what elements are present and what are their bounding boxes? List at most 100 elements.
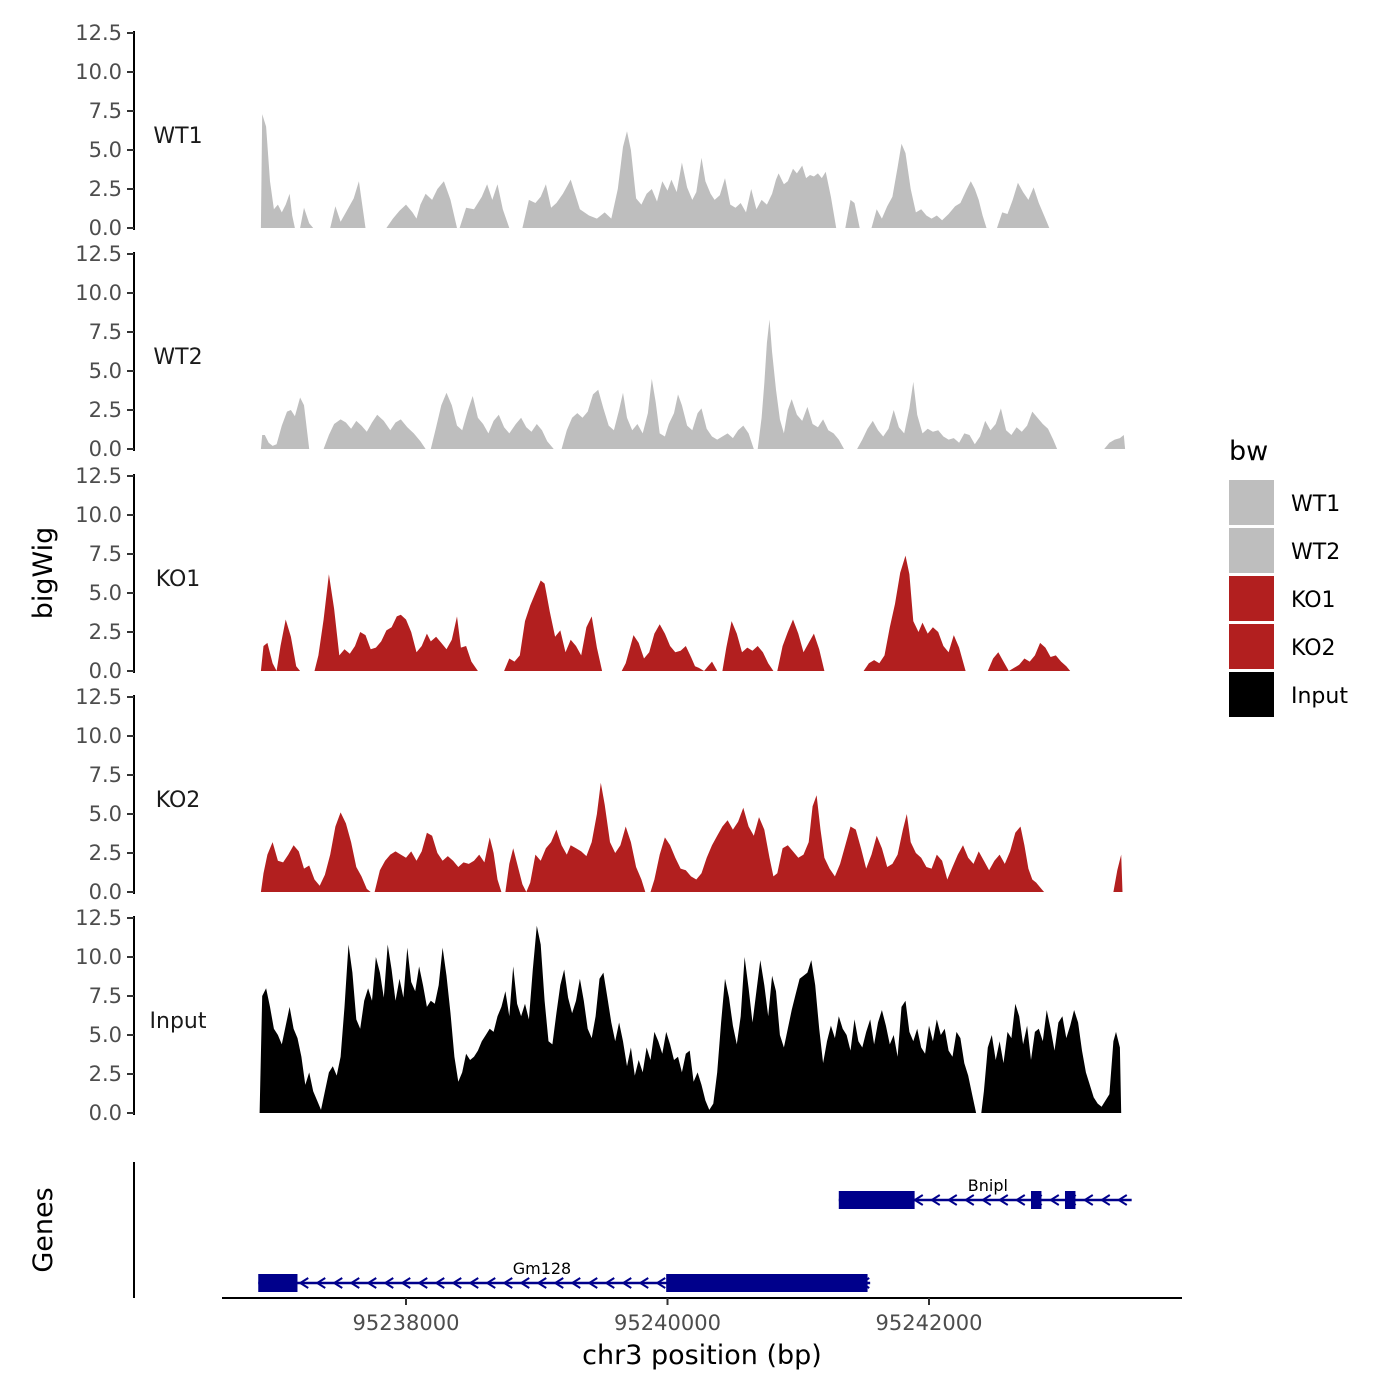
legend-label: WT2: [1291, 540, 1340, 565]
legend-item-ko2: KO2: [1229, 624, 1336, 669]
legend-item-wt1: WT1: [1229, 480, 1340, 525]
y-tick-label: 7.5: [89, 99, 122, 123]
y-tick-label: 10.0: [75, 281, 122, 305]
strand-arrow: [468, 1277, 479, 1289]
strand-arrow: [997, 1194, 1009, 1206]
strand-arrow: [1048, 1194, 1060, 1206]
strand-arrow: [963, 1194, 975, 1206]
x-tick-label: 95242000: [876, 1311, 983, 1335]
y-tick-label: 0.0: [89, 216, 122, 240]
y-tick-label: 7.5: [89, 984, 122, 1008]
strand-arrow: [980, 1194, 992, 1206]
coverage-area-ko1: [260, 555, 1071, 671]
strand-arrow: [536, 1277, 547, 1289]
x-tick-label: 95240000: [614, 1311, 721, 1335]
y-tick-label: 0.0: [89, 659, 122, 683]
exon: [1064, 1191, 1076, 1209]
legend-label: KO1: [1291, 588, 1336, 613]
strand-arrow: [946, 1194, 958, 1206]
track-label: KO2: [156, 788, 201, 813]
y-tick-label: 12.5: [75, 906, 122, 930]
strand-arrow: [929, 1194, 941, 1206]
y-tick-label: 10.0: [75, 503, 122, 527]
legend-label: KO2: [1291, 636, 1336, 661]
track-wt2: 0.0 2.5 5.0 7.5 10.0 12.5 WT2: [75, 242, 1126, 461]
gene-models: Bnipl Gm128: [258, 1176, 1132, 1292]
bigwig-tracks: 0.0 2.5 5.0 7.5 10.0 12.5 WT1 0.0 2.5 5.0 7.5 10.0 1…: [75, 21, 1126, 1125]
x-ticks: 95238000 95240000 95242000: [353, 1298, 983, 1335]
coverage-area-wt2: [260, 319, 1126, 449]
gene-bnipl: Bnipl: [838, 1176, 1132, 1209]
legend-item-input: Input: [1229, 672, 1348, 717]
y-axis-title: bigWig: [28, 527, 59, 620]
exon: [1030, 1191, 1042, 1209]
genes-panel: Bnipl Gm128: [133, 1162, 1132, 1298]
strand-arrow: [1014, 1194, 1026, 1206]
y-tick-label: 2.5: [89, 1062, 122, 1086]
genes-axis-title: Genes: [28, 1187, 59, 1272]
exon: [838, 1191, 915, 1209]
y-tick-label: 7.5: [89, 542, 122, 566]
y-tick-label: 12.5: [75, 464, 122, 488]
y-tick-label: 5.0: [89, 359, 122, 383]
strand-arrow: [485, 1277, 496, 1289]
y-tick-label: 0.0: [89, 437, 122, 461]
strand-arrow: [604, 1277, 615, 1289]
legend-swatch: [1229, 672, 1274, 717]
y-tick-label: 2.5: [89, 177, 122, 201]
y-tick-label: 0.0: [89, 1101, 122, 1125]
y-tick-label: 5.0: [89, 1023, 122, 1047]
y-tick-label: 12.5: [75, 21, 122, 45]
strand-arrow: [315, 1277, 326, 1289]
strand-arrow: [1082, 1194, 1094, 1206]
coverage-area-input: [259, 925, 1122, 1113]
track-input: 0.0 2.5 5.0 7.5 10.0 12.5 Input: [75, 906, 1122, 1125]
strand-arrow: [349, 1277, 360, 1289]
y-tick-label: 10.0: [75, 945, 122, 969]
coverage-area-wt1: [260, 114, 1050, 228]
legend-item-ko1: KO1: [1229, 576, 1336, 621]
strand-arrow: [1099, 1194, 1111, 1206]
strand-arrow: [655, 1277, 666, 1289]
track-ko1: 0.0 2.5 5.0 7.5 10.0 12.5 KO1: [75, 464, 1071, 683]
legend-swatch: [1229, 624, 1274, 669]
legend-item-wt2: WT2: [1229, 528, 1340, 573]
exon: [666, 1274, 868, 1292]
strand-arrow: [417, 1277, 428, 1289]
strand-arrow: [570, 1277, 581, 1289]
strand-arrow: [366, 1277, 377, 1289]
strand-arrow: [434, 1277, 445, 1289]
y-tick-label: 0.0: [89, 880, 122, 904]
legend-label: Input: [1291, 684, 1348, 709]
y-tick-label: 7.5: [89, 320, 122, 344]
legend-swatch: [1229, 528, 1274, 573]
legend-label: WT1: [1291, 492, 1340, 517]
strand-arrow: [298, 1277, 309, 1289]
strand-arrow: [383, 1277, 394, 1289]
exon: [258, 1274, 298, 1292]
strand-arrow: [451, 1277, 462, 1289]
strand-arrow: [400, 1277, 411, 1289]
track-label: WT2: [153, 345, 202, 370]
strand-arrow: [1116, 1194, 1128, 1206]
strand-arrow: [519, 1277, 530, 1289]
legend-items: WT1 WT2 KO1 KO2 Input: [1229, 480, 1348, 717]
track-label: KO1: [156, 567, 201, 592]
y-tick-label: 5.0: [89, 581, 122, 605]
y-tick-label: 2.5: [89, 841, 122, 865]
y-tick-label: 2.5: [89, 620, 122, 644]
strand-arrow: [553, 1277, 564, 1289]
strand-arrow: [638, 1277, 649, 1289]
gene-gm128: Gm128: [258, 1259, 871, 1292]
x-tick-label: 95238000: [353, 1311, 460, 1335]
y-tick-label: 5.0: [89, 138, 122, 162]
track-wt1: 0.0 2.5 5.0 7.5 10.0 12.5 WT1: [75, 21, 1050, 240]
x-axis: 95238000 95240000 95242000: [222, 1297, 1182, 1335]
strand-arrow: [502, 1277, 513, 1289]
legend-swatch: [1229, 576, 1274, 621]
gene-label: Bnipl: [968, 1176, 1008, 1195]
track-label: Input: [150, 1009, 207, 1034]
y-tick-label: 10.0: [75, 724, 122, 748]
strand-arrow: [621, 1277, 632, 1289]
